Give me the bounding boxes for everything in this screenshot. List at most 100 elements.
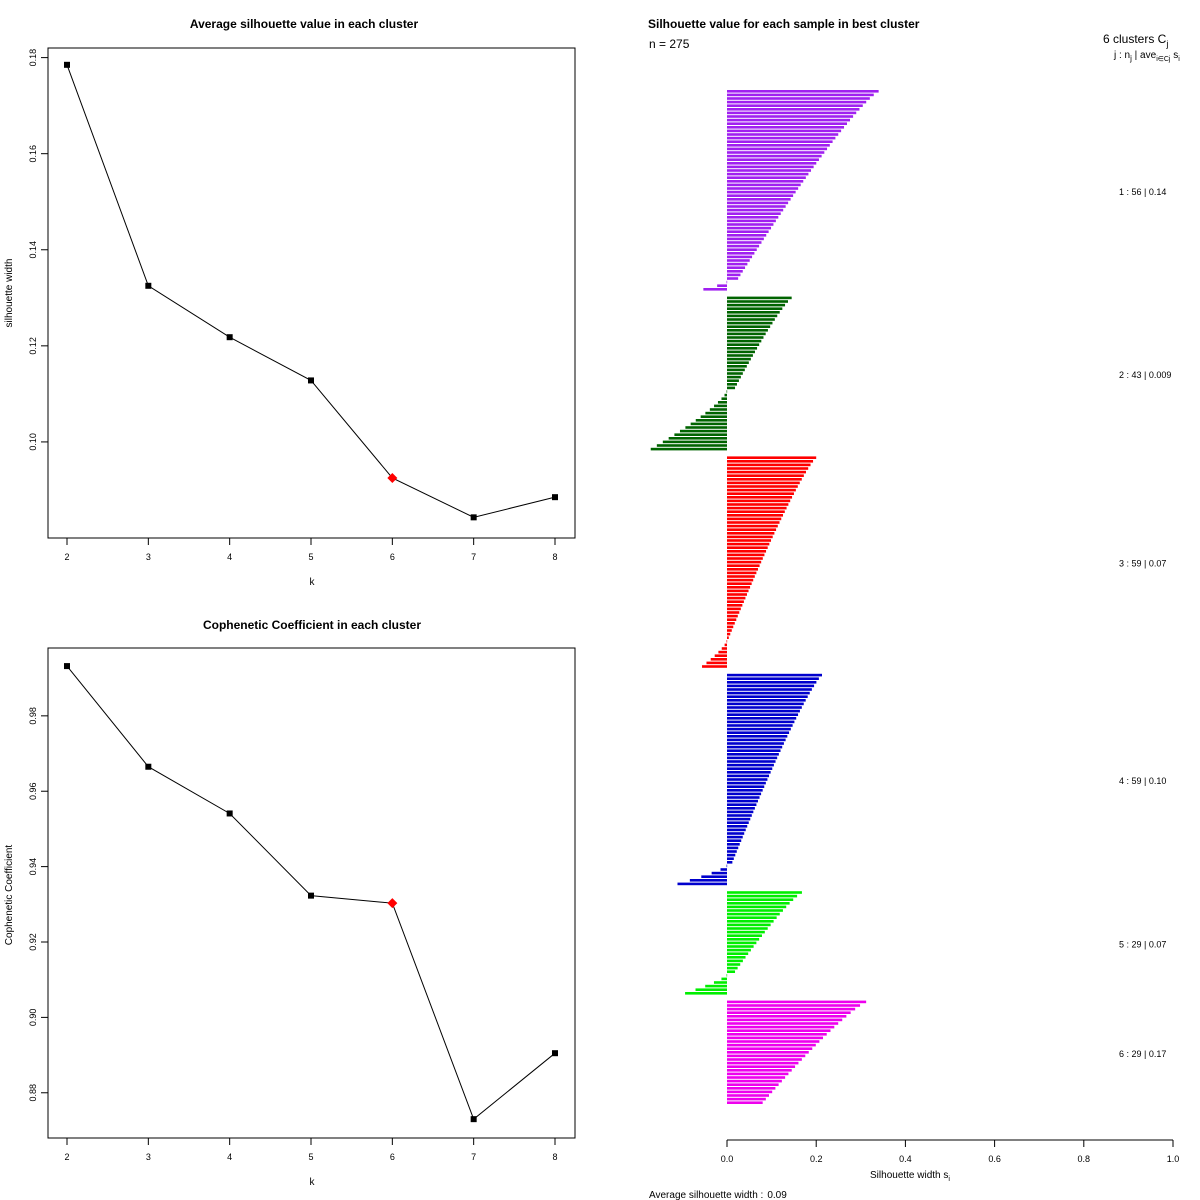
silhouette-bar-cluster-4	[727, 731, 790, 734]
silhouette-bar-cluster-3	[727, 524, 778, 528]
chart1-y-tick-label: 0.12	[28, 337, 38, 355]
silhouette-bar-cluster-1	[727, 93, 874, 97]
silhouette-bar-cluster-1	[727, 154, 822, 158]
silhouette-bar-cluster-3	[727, 532, 775, 535]
silhouette-bar-cluster-1	[727, 151, 825, 154]
chart3-subtitle: n = 275	[649, 37, 690, 51]
chart2-y-tick-label: 0.96	[28, 782, 38, 800]
silhouette-bar-cluster-5	[727, 970, 736, 973]
silhouette-bar-cluster-4	[727, 825, 748, 828]
silhouette-bar-cluster-4	[726, 864, 728, 868]
silhouette-bar-cluster-4	[727, 684, 815, 688]
silhouette-bar-cluster-4	[727, 760, 776, 763]
silhouette-bar-cluster-3	[727, 456, 817, 459]
silhouette-bar-cluster-2	[727, 318, 775, 321]
silhouette-bar-cluster-3	[727, 614, 738, 618]
silhouette-bar-cluster-5	[727, 941, 757, 945]
chart3-x-tick-label: 0.4	[899, 1154, 912, 1164]
silhouette-bar-cluster-2	[727, 350, 755, 354]
silhouette-bar-cluster-2	[690, 422, 727, 426]
silhouette-bar-cluster-1	[727, 176, 806, 179]
silhouette-bar-cluster-5	[727, 959, 743, 963]
chart2-x-tick-label: 7	[471, 1152, 476, 1162]
silhouette-bar-cluster-3	[727, 539, 772, 542]
chart1-x-tick-label: 5	[308, 552, 313, 562]
silhouette-bar-cluster-1	[727, 208, 784, 212]
silhouette-bar-cluster-2	[727, 329, 768, 332]
silhouette-bar-cluster-5	[727, 948, 751, 952]
silhouette-bar-cluster-2	[727, 321, 773, 325]
silhouette-bar-cluster-6	[727, 1040, 820, 1043]
silhouette-bar-cluster-3	[727, 596, 746, 600]
silhouette-bar-cluster-1	[727, 133, 839, 136]
silhouette-bar-cluster-2	[714, 404, 727, 408]
cluster-legend-labels: 1 : 56 | 0.14 2 : 43 | 0.009 3 : 59 | 0.07…	[1119, 187, 1171, 1059]
silhouette-bar-cluster-6	[727, 1043, 816, 1047]
chart2-x-tick-label: 2	[64, 1152, 69, 1162]
chart1-y-tick-label: 0.14	[28, 241, 38, 259]
silhouette-bar-cluster-1	[727, 226, 772, 230]
silhouette-bar-cluster-2	[727, 361, 749, 364]
silhouette-bar-cluster-2	[674, 433, 727, 436]
chart3-x-tick-label: 1.0	[1167, 1154, 1180, 1164]
silhouette-bar-cluster-3	[727, 517, 782, 521]
silhouette-bar-cluster-6	[727, 1076, 786, 1079]
chart1-point	[470, 514, 477, 521]
silhouette-bar-cluster-1	[727, 190, 796, 194]
silhouette-bar-cluster-2	[727, 354, 753, 357]
silhouette-bar-cluster-1	[727, 244, 760, 248]
silhouette-bar-cluster-4	[727, 681, 817, 684]
silhouette-bar-cluster-3	[727, 600, 744, 603]
average-silhouette-footer: Average silhouette width :0.09	[649, 1190, 787, 1200]
silhouette-bar-cluster-3	[727, 478, 802, 481]
silhouette-bar-cluster-5	[727, 966, 738, 970]
silhouette-bar-cluster-5	[695, 988, 727, 991]
silhouette-bar-cluster-1	[727, 122, 848, 125]
chart2-series-line	[66, 665, 556, 1120]
silhouette-bar-cluster-3	[727, 604, 743, 607]
silhouette-bar-cluster-4	[727, 749, 781, 752]
silhouette-bar-cluster-3	[727, 582, 752, 585]
silhouette-bar-cluster-6	[727, 1079, 782, 1083]
silhouette-bar-cluster-4	[689, 879, 727, 882]
silhouette-bar-cluster-1	[727, 277, 739, 280]
chart2-point	[145, 763, 152, 770]
chart2-y-tick-label: 0.94	[28, 858, 38, 876]
silhouette-bar-cluster-2	[721, 397, 727, 400]
silhouette-bar-cluster-1	[727, 136, 836, 140]
silhouette-bar-cluster-2	[727, 332, 766, 336]
silhouette-bar-cluster-1	[727, 111, 857, 115]
silhouette-bar-cluster-1	[727, 248, 757, 251]
silhouette-bar-cluster-4	[727, 709, 800, 713]
silhouette-bar-cluster-6	[727, 1022, 839, 1025]
silhouette-bar-chart: Silhouette value for each sample in best…	[648, 17, 1180, 1200]
silhouette-bar-cluster-5	[727, 923, 771, 927]
silhouette-bar-cluster-3	[727, 521, 780, 524]
silhouette-bar-cluster-5	[727, 930, 765, 934]
silhouette-bar-cluster-6	[727, 1015, 847, 1018]
silhouette-bar-cluster-1	[727, 144, 830, 147]
silhouette-bar-cluster-3	[727, 550, 767, 553]
silhouette-bar-cluster-3	[727, 618, 737, 621]
silhouette-bar-cluster-6	[727, 1065, 796, 1068]
silhouette-bar-cluster-2	[679, 429, 727, 433]
chart2-x-label: k	[310, 1177, 316, 1188]
silhouette-bar-cluster-2	[727, 365, 747, 368]
silhouette-bar-cluster-1	[727, 270, 743, 273]
silhouette-bar-cluster-1	[727, 230, 769, 233]
silhouette-bar-cluster-5	[727, 902, 790, 905]
silhouette-bar-cluster-3	[727, 611, 740, 614]
silhouette-bar-cluster-3	[727, 463, 811, 467]
silhouette-bar-cluster-5	[727, 963, 741, 966]
silhouette-bar-cluster-3	[727, 496, 793, 499]
chart1-x-label: k	[310, 577, 316, 588]
silhouette-bar-cluster-3	[727, 474, 804, 477]
silhouette-bar-cluster-1	[727, 219, 776, 223]
chart1-y-label: silhouette width	[4, 259, 15, 328]
silhouette-bar-cluster-1	[727, 216, 779, 219]
silhouette-bar-cluster-6	[727, 1029, 831, 1032]
silhouette-bar-cluster-2	[727, 343, 760, 346]
silhouette-bar-cluster-1	[727, 90, 879, 93]
chart1-y-tick-label: 0.10	[28, 433, 38, 451]
silhouette-bar-cluster-1	[727, 97, 870, 100]
